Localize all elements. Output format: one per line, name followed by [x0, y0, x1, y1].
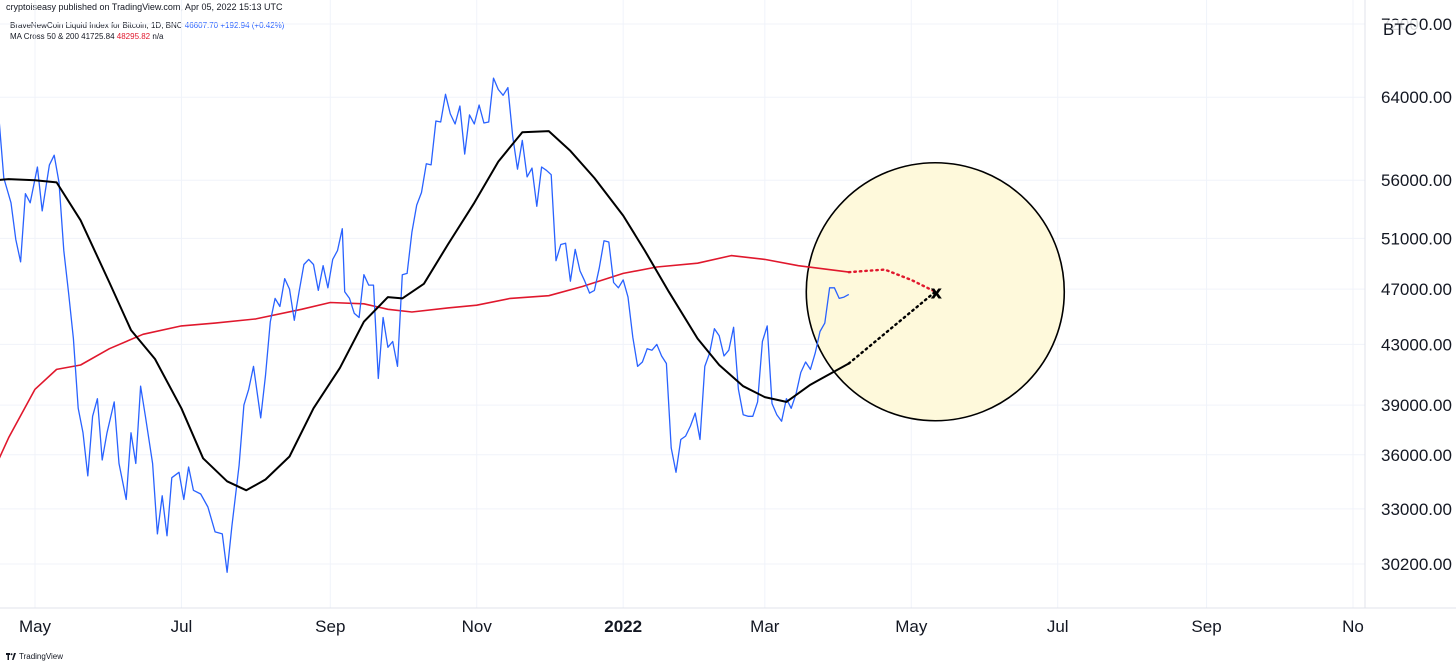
legend-symbol-name: BraveNewCoin Liquid Index for Bitcoin, 1… — [10, 21, 183, 30]
legend-symbol-price: 46607.70 — [184, 21, 219, 30]
publisher-line: cryptoiseasy published on TradingView.co… — [6, 2, 283, 12]
legend-symbol-row[interactable]: BraveNewCoin Liquid Index for Bitcoin, 1… — [10, 20, 284, 31]
footer: TradingView — [6, 652, 63, 661]
price-axis[interactable]: 72000.0064000.0056000.0051000.0047000.00… — [1381, 15, 1452, 574]
tradingview-logo-icon — [6, 652, 16, 660]
symbol-badge: BTC — [1381, 20, 1419, 40]
x-tick-label: Sep — [315, 617, 345, 636]
grid — [0, 0, 1365, 608]
footer-brand: TradingView — [19, 652, 64, 661]
x-tick-label: Sep — [1191, 617, 1221, 636]
y-tick-label: 33000.00 — [1381, 500, 1452, 519]
legend-ma-na: n/a — [152, 32, 164, 41]
y-tick-label: 56000.00 — [1381, 171, 1452, 190]
chart-legend: BraveNewCoin Liquid Index for Bitcoin, 1… — [10, 20, 284, 42]
time-axis[interactable]: May Jul Sep Nov 2022 Mar May Jul Sep No — [19, 617, 1364, 636]
x-tick-label: Mar — [750, 617, 780, 636]
x-tick-label: May — [19, 617, 52, 636]
x-tick-label: May — [895, 617, 928, 636]
ma50-series-line — [0, 130, 850, 492]
y-tick-label: 64000.00 — [1381, 88, 1452, 107]
legend-ma-label: MA Cross 50 & 200 — [10, 32, 79, 41]
projection-layer — [847, 268, 937, 365]
y-tick-label: 39000.00 — [1381, 396, 1452, 415]
ma200-series-line — [0, 254, 849, 459]
y-tick-label: 47000.00 — [1381, 280, 1452, 299]
ma50-projection-line — [847, 290, 937, 365]
ma200-projection-line — [847, 268, 937, 293]
x-tick-label: Nov — [462, 617, 493, 636]
legend-ma200-value: 48295.82 — [116, 32, 151, 41]
legend-ma50-value: 41725.84 — [81, 32, 115, 41]
x-tick-label: No — [1342, 617, 1364, 636]
legend-ma-row[interactable]: MA Cross 50 & 200 41725.84 48295.82 n/a — [10, 31, 284, 42]
y-tick-label: 51000.00 — [1381, 229, 1452, 248]
price-series-line — [0, 77, 850, 573]
y-tick-label: 43000.00 — [1381, 335, 1452, 354]
x-tick-label: Jul — [171, 617, 193, 636]
legend-symbol-change: +192.94 (+0.42%) — [220, 21, 285, 30]
x-tick-label: Jul — [1047, 617, 1069, 636]
target-marker-label: x — [930, 283, 942, 304]
y-tick-label: 36000.00 — [1381, 446, 1452, 465]
y-tick-label: 30200.00 — [1381, 555, 1452, 574]
series-layer — [0, 77, 850, 573]
target-marker-layer: x — [930, 283, 942, 304]
x-tick-label: 2022 — [604, 617, 642, 636]
